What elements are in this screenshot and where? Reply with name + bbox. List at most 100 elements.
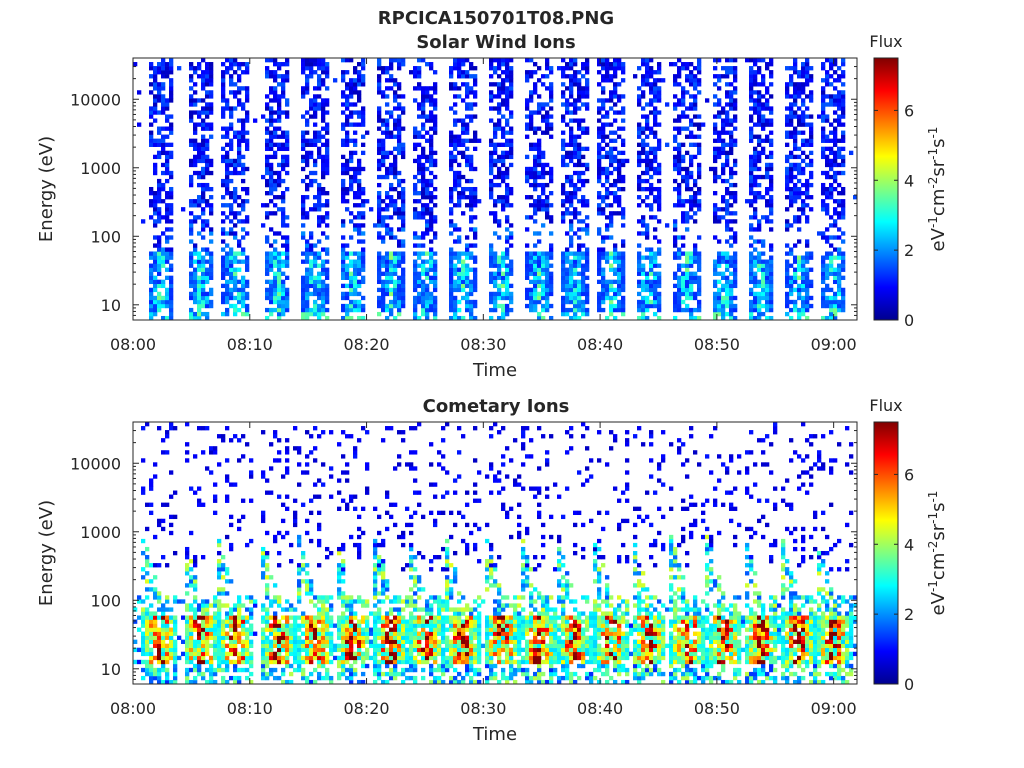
spectrogram-cell: [793, 138, 798, 143]
spectrogram-cell: [237, 243, 242, 248]
spectrogram-cell: [449, 162, 454, 168]
spectrogram-cell: [321, 203, 326, 208]
spectrogram-cell: [573, 291, 578, 297]
spectrogram-cell: [541, 295, 546, 301]
spectrogram-cell: [309, 74, 314, 79]
spectrogram-cell: [285, 58, 290, 63]
spectrogram-cell: [273, 58, 278, 63]
spectrogram-cell: [785, 267, 790, 272]
spectrogram-cell: [577, 158, 582, 164]
spectrogram-cell: [285, 130, 290, 135]
spectrogram-cell: [681, 166, 686, 172]
spectrogram-cell: [529, 307, 534, 313]
spectrogram-cell: [837, 251, 842, 256]
spectrogram-cell: [221, 70, 226, 75]
spectrogram-cell: [637, 158, 642, 164]
spectrogram-cell: [229, 146, 234, 152]
spectrogram-cell: [325, 142, 330, 147]
spectrogram-cell: [789, 247, 794, 252]
spectrogram-cell: [397, 102, 402, 107]
spectrogram-cell: [677, 102, 682, 107]
spectrogram-cell: [157, 627, 162, 632]
spectrogram-cell: [693, 279, 698, 285]
spectrogram-cell: [397, 122, 402, 127]
spectrogram-cell: [505, 70, 510, 75]
spectrogram-cell: [645, 247, 650, 252]
spectrogram-cell: [749, 90, 754, 95]
spectrogram-cell: [609, 215, 614, 220]
spectrogram-cell: [197, 311, 202, 317]
spectrogram-cell: [473, 199, 478, 204]
spectrogram-cell: [449, 271, 454, 276]
spectrogram-cell: [637, 259, 642, 264]
spectrogram-cell: [653, 118, 658, 123]
spectrogram-cell: [825, 170, 830, 176]
spectrogram-cell: [449, 259, 454, 264]
spectrogram-cell: [573, 311, 578, 317]
spectrogram-cell: [549, 315, 554, 321]
spectrogram-cell: [465, 186, 470, 192]
spectrogram-cell: [749, 178, 754, 184]
spectrogram-cell: [321, 215, 326, 220]
spectrogram-cell: [569, 102, 574, 107]
spectrogram-cell: [729, 90, 734, 95]
spectrogram-cell: [621, 78, 626, 83]
spectrogram-cell: [677, 146, 682, 152]
spectrogram-cell: [325, 70, 330, 75]
spectrogram-cell: [805, 295, 810, 301]
spectrogram-cell: [769, 154, 774, 160]
spectrogram-cell: [313, 259, 318, 264]
spectrogram-cell: [233, 82, 238, 87]
spectrogram-cell: [837, 138, 842, 143]
spectrogram-cell: [789, 299, 794, 305]
spectrogram-cell: [425, 219, 430, 224]
spectrogram-cell: [265, 203, 270, 208]
spectrogram-cell: [573, 287, 578, 293]
spectrogram-cell: [841, 291, 846, 297]
spectrogram-cell: [165, 62, 170, 67]
spectrogram-cell: [201, 82, 206, 87]
spectrogram-cell: [793, 162, 798, 168]
spectrogram-cell: [325, 271, 330, 276]
spectrogram-cell: [793, 66, 798, 71]
spectrogram-cell: [821, 78, 826, 83]
spectrogram-cell: [753, 154, 758, 160]
spectrogram-cell: [613, 82, 618, 87]
spectrogram-cell: [205, 106, 210, 111]
spectrogram-cell: [357, 182, 362, 188]
spectrogram-cell: [385, 231, 390, 236]
spectrogram-cell: [673, 94, 678, 99]
spectrogram-cell: [805, 122, 810, 127]
spectrogram-cell: [465, 106, 470, 111]
spectrogram-cell: [841, 239, 846, 244]
spectrogram-cell: [617, 271, 622, 276]
spectrogram-cell: [153, 283, 158, 289]
spectrogram-cell: [721, 259, 726, 264]
spectrogram-cell: [321, 106, 326, 111]
spectrogram-cell: [673, 219, 678, 224]
spectrogram-cell: [677, 303, 682, 309]
spectrogram-cell: [685, 62, 690, 67]
spectrogram-cell: [153, 251, 158, 256]
spectrogram-cell: [685, 227, 690, 232]
spectrogram-cell: [649, 66, 654, 71]
spectrogram-cell: [281, 295, 286, 301]
spectrogram-cell: [305, 267, 310, 272]
spectrogram-cell: [357, 215, 362, 220]
spectrogram-cell: [357, 271, 362, 276]
spectrogram-cell: [497, 166, 502, 172]
spectrogram-cell: [453, 315, 458, 321]
spectrogram-cell: [429, 219, 434, 224]
spectrogram-cell: [341, 267, 346, 272]
spectrogram-cell: [169, 130, 174, 135]
spectrogram-cell: [265, 271, 270, 276]
spectrogram-cell: [189, 263, 194, 268]
spectrogram-cell: [417, 199, 422, 204]
spectrogram-cell: [581, 251, 586, 256]
spectrogram-cell: [765, 86, 770, 91]
spectrogram-cell: [145, 659, 150, 665]
spectrogram-cell: [493, 295, 498, 301]
spectrogram-cell: [161, 263, 166, 268]
spectrogram-cell: [245, 303, 250, 309]
spectrogram-cell: [621, 223, 626, 228]
